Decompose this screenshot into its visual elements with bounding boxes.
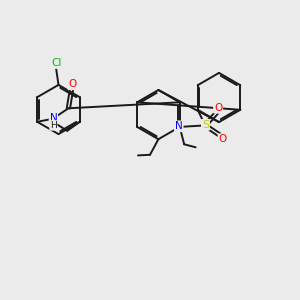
Text: O: O [68,79,77,89]
Text: N: N [175,121,183,131]
Text: S: S [202,120,209,130]
Text: H: H [50,121,57,130]
Text: Cl: Cl [51,58,61,68]
Text: O: O [218,134,227,144]
Text: N: N [50,112,57,123]
Text: O: O [214,103,222,113]
